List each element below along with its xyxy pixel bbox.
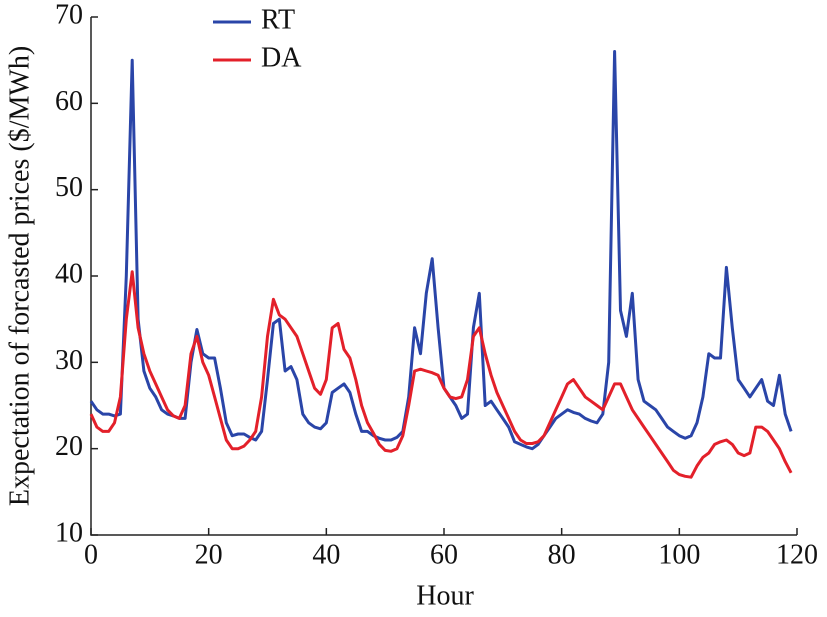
y-tick-label: 40 [55, 258, 83, 289]
y-tick-label: 70 [55, 0, 83, 30]
legend-label: DA [261, 42, 302, 73]
x-tick-label: 120 [776, 539, 818, 570]
series-line [89, 50, 793, 451]
y-tick-label: 60 [55, 86, 83, 117]
y-tick-label: 10 [55, 517, 83, 548]
x-tick-label: 20 [195, 539, 223, 570]
y-tick-label: 30 [55, 345, 83, 376]
x-axis-label: Hour [416, 580, 474, 611]
x-tick-label: 0 [84, 539, 98, 570]
axes [90, 17, 797, 536]
x-tick-label: 40 [312, 539, 340, 570]
series-line [89, 270, 793, 479]
y-tick-label: 20 [55, 431, 83, 462]
x-tick-label: 100 [658, 539, 700, 570]
x-tick-label: 60 [430, 539, 458, 570]
x-tick-label: 80 [548, 539, 576, 570]
y-axis-label: Expectation of forcasted prices ($/MWh) [4, 46, 35, 506]
y-tick-label: 50 [55, 172, 83, 203]
legend-label: RT [261, 4, 295, 35]
